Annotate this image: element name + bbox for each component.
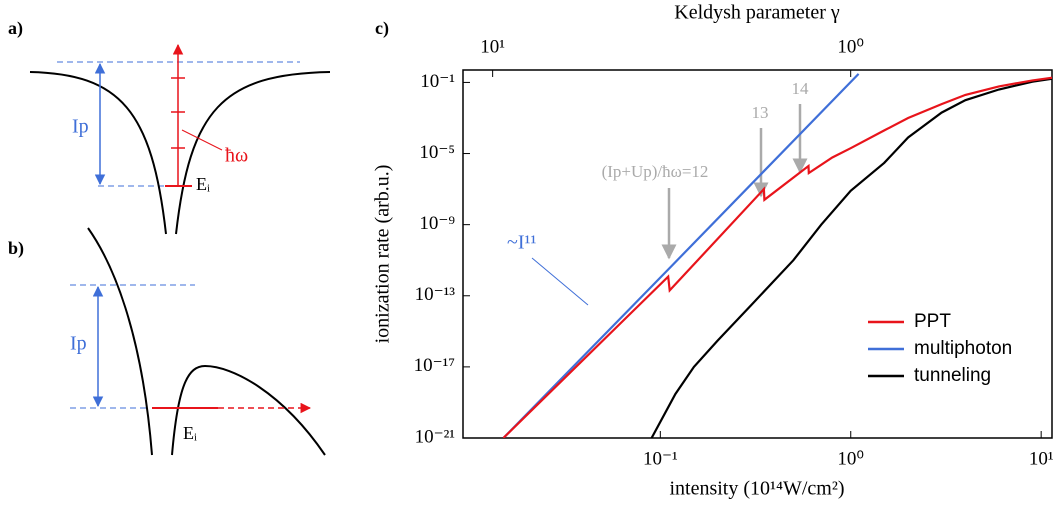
annotation: ~I¹¹ (507, 232, 536, 254)
x2-tick-label: 10¹ (480, 36, 505, 57)
ip-label: Ip (72, 116, 89, 138)
tilted-potential (87, 227, 326, 456)
ip-label: Ip (70, 333, 87, 355)
y-tick-label: 10⁻⁵ (419, 142, 455, 163)
panel-label: c) (375, 18, 389, 39)
panel-a: a) Ip ħω Eᵢ (8, 18, 331, 235)
level-label: Eᵢ (196, 174, 210, 194)
panel-label: b) (8, 238, 24, 259)
y-tick-label: 10⁻⁹ (419, 213, 455, 234)
level-label: Eᵢ (183, 423, 197, 443)
potential-well (29, 71, 331, 235)
y-axis-label: ionization rate (arb.u.) (372, 165, 394, 344)
panel-c: c) intensity (10¹⁴W/cm²) Keldysh paramet… (372, 2, 1054, 500)
x-tick-label: 10¹ (1029, 448, 1054, 469)
x2-axis-label: Keldysh parameter γ (674, 2, 840, 24)
annotation-pointer (531, 257, 589, 306)
series-line (502, 73, 860, 438)
photon-pointer (181, 129, 223, 151)
x2-tick-label: 10⁰ (837, 36, 864, 57)
y-tick-label: 10⁻¹³ (415, 284, 456, 305)
legend-label: multiphoton (914, 338, 1012, 359)
x-axis-label: intensity (10¹⁴W/cm²) (669, 478, 844, 500)
annotation: 14 (792, 79, 810, 98)
x-tick-label: 10⁻¹ (643, 448, 678, 469)
y-tick-label: 10⁻¹⁷ (414, 355, 455, 376)
plot-frame (462, 69, 1053, 439)
panel-label: a) (8, 18, 23, 39)
annotation: (Ip+Up)/ħω=12 (602, 162, 709, 181)
photon-steps (171, 77, 185, 149)
x-tick-label: 10⁰ (837, 448, 864, 469)
y-tick-label: 10⁻²¹ (415, 426, 456, 447)
legend-label: tunneling (914, 365, 991, 386)
series-line (502, 76, 1052, 438)
photon-label: ħω (225, 145, 248, 167)
annotation: 13 (752, 103, 769, 122)
series-line (650, 77, 1052, 438)
legend-label: PPT (914, 311, 951, 332)
panel-b: b) Ip Eᵢ (8, 227, 326, 456)
y-tick-label: 10⁻¹ (420, 71, 455, 92)
